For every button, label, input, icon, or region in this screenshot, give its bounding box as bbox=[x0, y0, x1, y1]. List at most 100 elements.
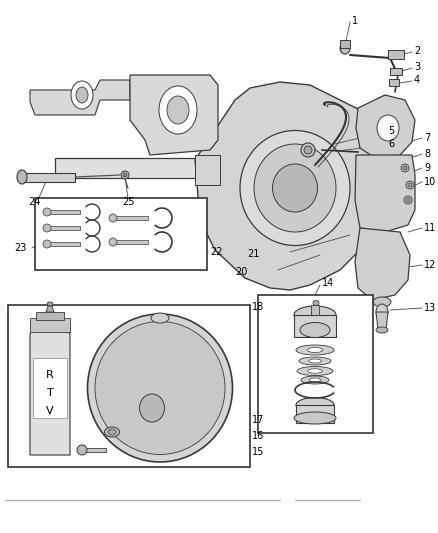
Text: T: T bbox=[46, 388, 53, 398]
Polygon shape bbox=[195, 155, 220, 185]
Ellipse shape bbox=[77, 445, 87, 455]
Text: 11: 11 bbox=[424, 223, 436, 233]
Bar bbox=[388, 50, 404, 59]
Ellipse shape bbox=[377, 115, 399, 141]
Text: V: V bbox=[46, 406, 54, 416]
Ellipse shape bbox=[159, 86, 197, 134]
Bar bbox=[390, 68, 402, 75]
Ellipse shape bbox=[121, 171, 129, 179]
Polygon shape bbox=[356, 95, 415, 160]
Ellipse shape bbox=[403, 166, 407, 170]
Bar bbox=[36, 312, 64, 320]
Ellipse shape bbox=[301, 376, 329, 384]
Text: 22: 22 bbox=[210, 247, 223, 257]
Ellipse shape bbox=[406, 198, 410, 202]
Polygon shape bbox=[30, 322, 70, 455]
Polygon shape bbox=[355, 155, 415, 232]
Ellipse shape bbox=[340, 42, 350, 54]
Polygon shape bbox=[130, 75, 218, 155]
Polygon shape bbox=[376, 312, 388, 330]
Polygon shape bbox=[115, 216, 148, 220]
Ellipse shape bbox=[404, 196, 412, 204]
Text: 3: 3 bbox=[414, 62, 420, 72]
Bar bbox=[296, 405, 334, 423]
Text: 14: 14 bbox=[322, 278, 334, 288]
Text: 24: 24 bbox=[28, 197, 40, 207]
Bar bbox=[294, 315, 336, 337]
Text: 4: 4 bbox=[414, 75, 420, 85]
Polygon shape bbox=[50, 242, 80, 246]
Polygon shape bbox=[55, 158, 380, 178]
Polygon shape bbox=[195, 82, 380, 290]
Text: 2: 2 bbox=[414, 46, 420, 56]
Ellipse shape bbox=[299, 357, 331, 365]
Ellipse shape bbox=[95, 321, 225, 455]
Ellipse shape bbox=[401, 164, 409, 172]
Text: 10: 10 bbox=[424, 177, 436, 187]
Ellipse shape bbox=[297, 367, 333, 376]
Ellipse shape bbox=[296, 345, 334, 355]
Ellipse shape bbox=[167, 96, 189, 124]
Text: 15: 15 bbox=[252, 447, 265, 457]
Ellipse shape bbox=[300, 322, 330, 337]
Bar bbox=[389, 79, 399, 86]
Ellipse shape bbox=[139, 394, 165, 422]
Bar bbox=[8, 305, 250, 467]
Ellipse shape bbox=[301, 143, 315, 157]
Ellipse shape bbox=[254, 144, 336, 232]
Ellipse shape bbox=[408, 183, 412, 187]
Ellipse shape bbox=[105, 427, 120, 437]
Text: 13: 13 bbox=[424, 303, 436, 313]
Polygon shape bbox=[355, 228, 410, 300]
Ellipse shape bbox=[313, 301, 319, 305]
Polygon shape bbox=[30, 80, 130, 115]
Polygon shape bbox=[20, 173, 75, 182]
Text: 7: 7 bbox=[424, 133, 430, 143]
Ellipse shape bbox=[76, 87, 88, 103]
Text: 1: 1 bbox=[352, 16, 358, 26]
Polygon shape bbox=[50, 226, 80, 230]
Text: 6: 6 bbox=[388, 139, 394, 149]
Ellipse shape bbox=[108, 429, 116, 435]
Text: 5: 5 bbox=[388, 126, 394, 136]
Ellipse shape bbox=[309, 378, 321, 382]
Text: 18: 18 bbox=[252, 302, 264, 312]
Ellipse shape bbox=[304, 146, 312, 154]
Ellipse shape bbox=[123, 173, 127, 177]
Ellipse shape bbox=[376, 304, 388, 320]
Text: 8: 8 bbox=[424, 149, 430, 159]
Ellipse shape bbox=[109, 238, 117, 246]
Ellipse shape bbox=[151, 313, 169, 323]
Polygon shape bbox=[46, 306, 54, 312]
Ellipse shape bbox=[109, 214, 117, 222]
Ellipse shape bbox=[307, 348, 323, 352]
Ellipse shape bbox=[406, 181, 414, 189]
Text: 25: 25 bbox=[122, 197, 134, 207]
Ellipse shape bbox=[308, 369, 322, 373]
Bar bbox=[340, 40, 350, 48]
Ellipse shape bbox=[294, 412, 336, 424]
Text: 12: 12 bbox=[424, 260, 436, 270]
Ellipse shape bbox=[71, 81, 93, 109]
Bar bbox=[311, 305, 319, 315]
Ellipse shape bbox=[240, 131, 350, 246]
Ellipse shape bbox=[294, 306, 336, 324]
Text: R: R bbox=[46, 370, 54, 380]
Text: 16: 16 bbox=[252, 431, 264, 441]
Ellipse shape bbox=[43, 224, 51, 232]
Text: 20: 20 bbox=[236, 267, 248, 277]
Ellipse shape bbox=[43, 208, 51, 216]
Text: 21: 21 bbox=[247, 249, 260, 259]
Text: 9: 9 bbox=[424, 163, 430, 173]
Ellipse shape bbox=[43, 240, 51, 248]
Polygon shape bbox=[50, 210, 80, 214]
Polygon shape bbox=[86, 448, 106, 452]
Text: 17: 17 bbox=[252, 415, 265, 425]
Polygon shape bbox=[115, 240, 148, 244]
Ellipse shape bbox=[88, 314, 233, 462]
Ellipse shape bbox=[376, 327, 388, 333]
Ellipse shape bbox=[309, 359, 321, 363]
Bar bbox=[30, 318, 70, 332]
Ellipse shape bbox=[296, 398, 334, 413]
Bar bbox=[33, 358, 67, 418]
